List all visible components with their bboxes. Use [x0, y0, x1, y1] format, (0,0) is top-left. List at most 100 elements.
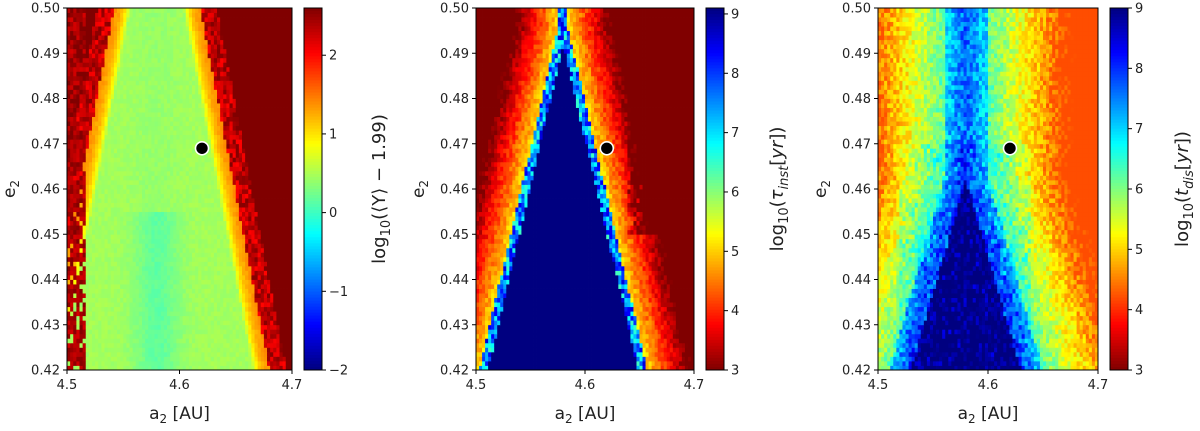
heatmap-cell [101, 225, 105, 231]
heatmap-cell [104, 342, 109, 348]
heatmap-cell [104, 207, 109, 213]
heatmap-cell [79, 238, 84, 244]
heatmap-cell [154, 125, 159, 131]
heatmap-cell [185, 211, 190, 217]
heatmap-cell [217, 193, 221, 199]
heatmap-cell [88, 121, 93, 127]
heatmap-cell [188, 293, 193, 298]
heatmap-cell [204, 152, 209, 158]
heatmap-cell [273, 279, 277, 285]
heatmap-cell [213, 247, 218, 253]
heatmap-cell [67, 356, 71, 362]
heatmap-cell [223, 284, 227, 289]
heatmap-cell [220, 134, 224, 140]
heatmap-cell [179, 193, 184, 199]
heatmap-cell [113, 347, 118, 353]
heatmap-cell [85, 338, 90, 344]
heatmap-cell [145, 216, 149, 222]
heatmap-cell [76, 107, 80, 113]
heatmap-cell [67, 288, 71, 294]
heatmap-cell [260, 84, 265, 90]
heatmap-cell [142, 130, 146, 136]
heatmap-cell [204, 306, 209, 312]
heatmap-cell [204, 198, 209, 203]
heatmap-cell [154, 80, 159, 86]
heatmap-cell [282, 93, 287, 99]
heatmap-cell [163, 130, 168, 136]
heatmap-cell [267, 152, 271, 158]
heatmap-cell [182, 89, 187, 95]
heatmap-cell [229, 256, 234, 262]
heatmap-cell [204, 134, 209, 140]
heatmap-cell [245, 107, 249, 113]
heatmap-cell [67, 116, 71, 122]
heatmap-cell [157, 207, 162, 213]
heatmap-cell [223, 329, 227, 335]
heatmap-cell [182, 166, 187, 172]
heatmap-cell [220, 157, 224, 163]
heatmap-cell [285, 189, 290, 194]
heatmap-cell [157, 225, 162, 231]
heatmap-cell [110, 84, 115, 90]
heatmap-cell [76, 71, 80, 77]
heatmap-cell [129, 53, 134, 59]
heatmap-cell [201, 179, 205, 185]
heatmap-cell [104, 324, 109, 330]
heatmap-cell [126, 139, 130, 145]
heatmap-cell [132, 220, 137, 226]
heatmap-cell [182, 220, 187, 226]
heatmap-cell [167, 89, 171, 95]
heatmap-cell [232, 211, 237, 217]
heatmap-cell [145, 189, 149, 194]
heatmap-cell [117, 175, 121, 181]
heatmap-cell [235, 71, 240, 77]
heatmap-cell [107, 166, 112, 172]
heatmap-cell [173, 157, 177, 163]
heatmap-cell [67, 93, 71, 99]
heatmap-cell [138, 175, 143, 181]
heatmap-cell [167, 112, 171, 117]
heatmap-cell [88, 279, 93, 285]
heatmap-cell [235, 112, 240, 117]
heatmap-cell [238, 302, 243, 308]
heatmap-cell [123, 320, 127, 326]
heatmap-cell [67, 252, 71, 258]
heatmap-cell [245, 324, 249, 330]
heatmap-cell [195, 360, 199, 366]
heatmap-cell [120, 134, 124, 140]
heatmap-cell [195, 175, 199, 181]
heatmap-cell [110, 293, 115, 298]
heatmap-cell [148, 293, 152, 298]
heatmap-cell [282, 320, 287, 326]
heatmap-cell [210, 220, 215, 226]
heatmap-cell [245, 225, 249, 231]
heatmap-cell [135, 342, 140, 348]
heatmap-cell [110, 243, 115, 249]
heatmap-cell [185, 365, 190, 371]
heatmap-cell [192, 302, 196, 308]
heatmap-cell [173, 125, 177, 131]
heatmap-cell [120, 324, 124, 330]
heatmap-cell [273, 193, 277, 199]
heatmap-cell [154, 184, 159, 190]
heatmap-cell [217, 98, 221, 104]
heatmap-cell [245, 157, 249, 163]
heatmap-cell [67, 125, 71, 131]
heatmap-cell [276, 202, 280, 208]
heatmap-cell [195, 229, 199, 235]
heatmap-cell [288, 342, 293, 348]
heatmap-cell [182, 202, 187, 208]
heatmap-cell [282, 234, 287, 240]
heatmap-cell [76, 166, 80, 172]
heatmap-cell [210, 238, 215, 244]
heatmap-cell [279, 130, 284, 136]
heatmap-cell [279, 198, 284, 203]
heatmap-cell [135, 211, 140, 217]
heatmap-cell [204, 360, 209, 366]
heatmap-cell [198, 98, 202, 104]
heatmap-cell [173, 265, 177, 271]
heatmap-cell [138, 225, 143, 231]
heatmap-cell [135, 198, 140, 203]
heatmap-cell [129, 360, 134, 366]
heatmap-cell [223, 198, 227, 203]
